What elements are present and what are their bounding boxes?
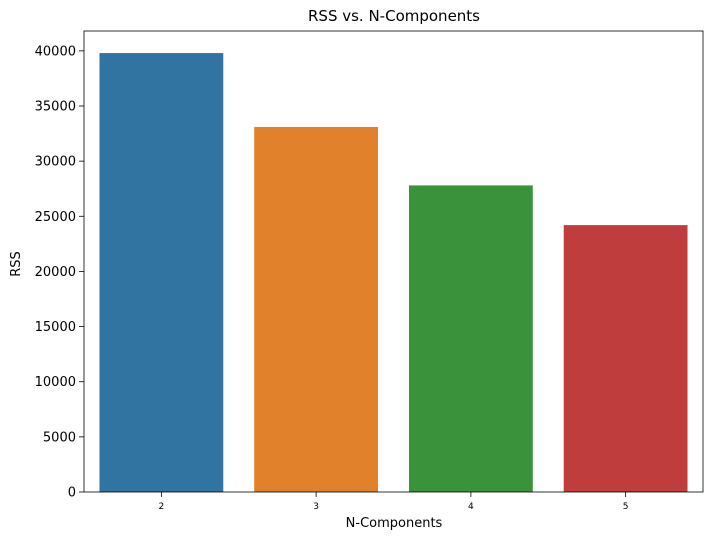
x-tick-label: 5 — [623, 502, 629, 512]
x-axis-label: N-Components — [346, 516, 443, 531]
y-tick-label: 20000 — [35, 265, 76, 280]
plot-frame — [83, 30, 704, 493]
y-axis: 0 5000 10000 15000 20000 25000 30000 35000 40000 — [35, 44, 84, 501]
bar-2 — [99, 53, 224, 493]
bar-5 — [563, 225, 688, 492]
y-tick-label: 0 — [68, 486, 76, 501]
x-tick-label: 3 — [313, 502, 319, 512]
bar-3 — [254, 126, 379, 492]
y-tick-label: 15000 — [35, 320, 76, 335]
y-tick-label: 35000 — [35, 99, 76, 114]
y-axis-label: RSS — [9, 251, 24, 277]
x-axis: 2 3 4 5 — [159, 492, 629, 512]
x-tick-label: 2 — [159, 502, 165, 512]
bar-4 — [408, 185, 533, 492]
y-tick-label: 10000 — [35, 375, 76, 390]
y-tick-label: 5000 — [43, 430, 76, 445]
x-tick-label: 4 — [468, 502, 474, 512]
y-tick-label: 25000 — [35, 210, 76, 225]
bars-group — [99, 53, 688, 493]
y-tick-label: 40000 — [35, 44, 76, 59]
y-tick-label: 30000 — [35, 155, 76, 170]
chart-title: RSS vs. N-Components — [308, 7, 480, 25]
